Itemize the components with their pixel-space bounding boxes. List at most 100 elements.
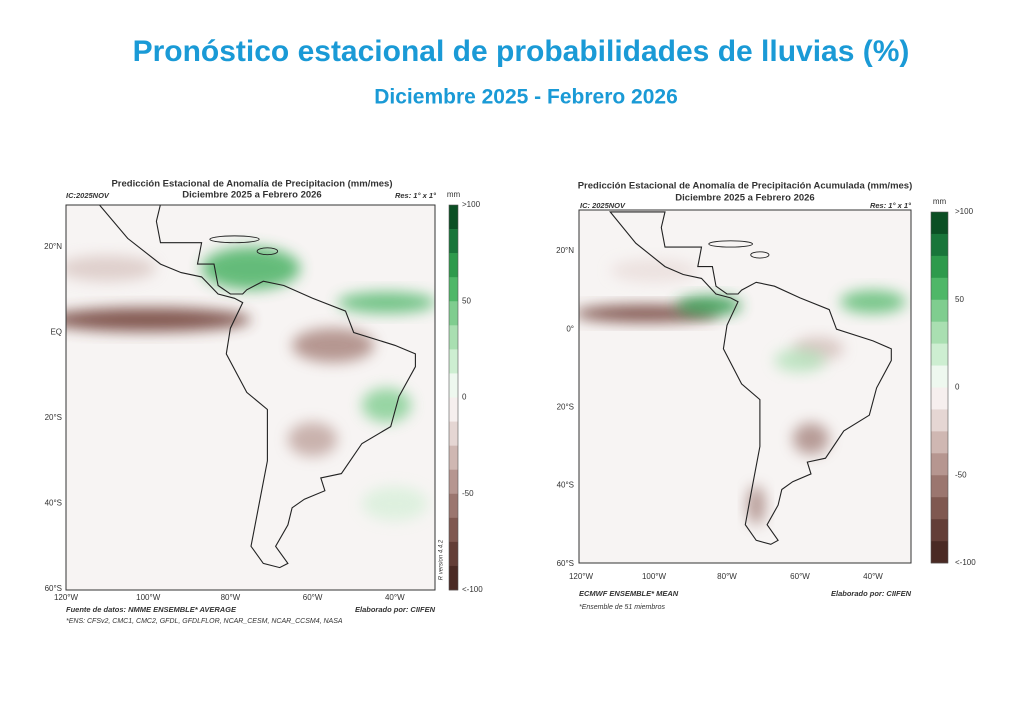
coastline bbox=[98, 205, 416, 569]
colorbar-swatch bbox=[931, 299, 948, 322]
data-source: Fuente de datos: NMME ENSEMBLE* AVERAGE bbox=[66, 605, 237, 614]
lat-label: 20°S bbox=[45, 413, 62, 422]
map-frame bbox=[578, 209, 912, 564]
anomaly-area bbox=[201, 247, 301, 290]
colorbar-label: >100 bbox=[462, 200, 481, 209]
anomaly-area bbox=[287, 422, 338, 457]
lat-label: 20°N bbox=[44, 242, 62, 251]
colorbar-label: -50 bbox=[462, 489, 474, 498]
lon-label: 60°W bbox=[790, 572, 810, 581]
hispaniola bbox=[750, 251, 770, 259]
anomaly-area bbox=[774, 348, 826, 373]
colorbar-label: <-100 bbox=[955, 558, 976, 567]
colorbar-swatch bbox=[931, 212, 948, 235]
map-resolution: Res: 1° x 1° bbox=[395, 191, 437, 200]
credit: Elaborado por: CIIFEN bbox=[831, 589, 912, 598]
colorbar-swatch bbox=[931, 431, 948, 454]
hispaniola bbox=[256, 247, 279, 256]
page-title: Pronóstico estacional de probabilidades … bbox=[133, 35, 910, 68]
lon-label: 100°W bbox=[136, 593, 161, 602]
lat-label: 20°S bbox=[557, 403, 574, 412]
colorbar-swatch bbox=[449, 565, 458, 591]
colorbar-swatch bbox=[449, 253, 458, 278]
lon-label: 100°W bbox=[642, 572, 667, 581]
colorbar-frame bbox=[930, 211, 949, 564]
colorbar-label: 50 bbox=[462, 296, 471, 305]
lat-label: 0° bbox=[566, 324, 574, 333]
colorbar-swatch bbox=[449, 229, 458, 254]
map-layer bbox=[66, 205, 435, 569]
colorbar-swatch bbox=[931, 277, 948, 301]
colorbar-swatch bbox=[449, 205, 458, 230]
colorbar-swatch bbox=[931, 233, 948, 257]
anomaly-area bbox=[361, 486, 428, 521]
anomaly-area bbox=[292, 328, 375, 363]
colorbar-swatch bbox=[449, 373, 458, 398]
anomaly-area bbox=[840, 290, 906, 314]
anomaly-area bbox=[337, 291, 435, 314]
lon-label: 80°W bbox=[221, 593, 241, 602]
colorbar-frame bbox=[448, 204, 459, 591]
colorbar-swatch bbox=[931, 453, 948, 476]
colorbar-swatch bbox=[931, 497, 948, 520]
colorbar-label: <-100 bbox=[462, 585, 483, 594]
map-frame bbox=[65, 204, 436, 591]
lon-label: 80°W bbox=[717, 572, 737, 581]
anomaly-area bbox=[675, 295, 742, 316]
colorbar-swatch bbox=[449, 277, 458, 302]
colorbar-swatch bbox=[449, 349, 458, 374]
colorbar-swatch bbox=[931, 519, 948, 542]
lat-label: 60°S bbox=[557, 559, 574, 568]
colorbar-unit: mm bbox=[447, 190, 461, 199]
colorbar-swatch bbox=[931, 343, 948, 366]
coastline bbox=[609, 211, 892, 545]
colorbar-label: >100 bbox=[955, 207, 974, 216]
anomaly-area bbox=[66, 255, 157, 282]
colorbar-label: -50 bbox=[955, 470, 967, 479]
colorbar-label: 50 bbox=[955, 295, 964, 304]
lon-label: 40°W bbox=[863, 572, 883, 581]
colorbar-label: 0 bbox=[955, 383, 960, 392]
colorbar-swatch bbox=[449, 541, 458, 567]
lat-label: EQ bbox=[50, 328, 62, 337]
colorbar-swatch bbox=[931, 541, 948, 564]
version: R version 4.4.2 bbox=[439, 539, 445, 580]
page-subtitle: Diciembre 2025 - Febrero 2026 bbox=[374, 86, 678, 109]
map-period: Diciembre 2025 a Febrero 2026 bbox=[182, 190, 321, 201]
credit: Elaborado por: CIIFEN bbox=[355, 605, 436, 614]
colorbar-swatch bbox=[931, 365, 948, 388]
footnote: *Ensemble de 51 miembros bbox=[579, 604, 665, 611]
map-panel: Predicción Estacional de Anomalía de Pre… bbox=[44, 179, 483, 625]
lat-label: 40°S bbox=[557, 481, 574, 490]
lat-label: 20°N bbox=[556, 246, 574, 255]
colorbar-label: 0 bbox=[462, 393, 467, 402]
colorbar-swatch bbox=[931, 387, 948, 410]
map-title: Predicción Estacional de Anomalía de Pre… bbox=[578, 181, 913, 192]
colorbar-swatch bbox=[931, 255, 948, 279]
anomaly-area bbox=[747, 485, 766, 525]
lon-label: 60°W bbox=[303, 593, 323, 602]
colorbar-swatch bbox=[449, 397, 458, 422]
lon-label: 120°W bbox=[569, 572, 594, 581]
anomaly-area bbox=[792, 423, 830, 455]
lat-label: 60°S bbox=[45, 584, 62, 593]
anomaly-area bbox=[361, 388, 412, 423]
map-layer bbox=[579, 211, 906, 545]
data-source: ECMWF ENSEMBLE* MEAN bbox=[579, 589, 679, 598]
lat-label: 40°S bbox=[45, 499, 62, 508]
colorbar-unit: mm bbox=[933, 197, 947, 206]
colorbar-swatch bbox=[449, 421, 458, 446]
lon-label: 120°W bbox=[54, 593, 79, 602]
anomaly-area bbox=[610, 258, 698, 283]
cuba bbox=[209, 235, 260, 244]
footnote: *ENS: CFSv2, CMC1, CMC2, GFDL, GFDLFLOR,… bbox=[66, 618, 343, 625]
map-resolution: Res: 1° x 1° bbox=[870, 201, 912, 210]
colorbar-swatch bbox=[449, 445, 458, 470]
lon-label: 40°W bbox=[385, 593, 405, 602]
colorbar-swatch bbox=[931, 321, 948, 344]
colorbar-swatch bbox=[449, 517, 458, 543]
map-ic: IC:2025NOV bbox=[66, 191, 110, 200]
colorbar-swatch bbox=[449, 493, 458, 519]
anomaly-area bbox=[66, 307, 251, 332]
map-panel: Predicción Estacional de Anomalía de Pre… bbox=[556, 181, 976, 611]
